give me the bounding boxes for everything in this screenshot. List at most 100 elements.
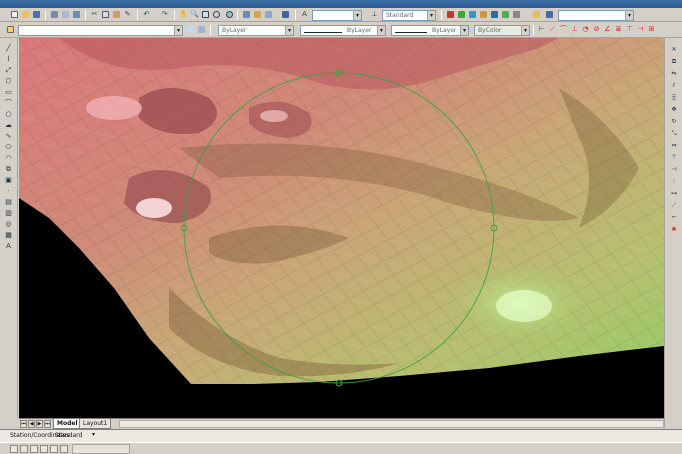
snap-tool-icon[interactable] <box>446 10 455 19</box>
dim-diameter-icon[interactable]: ⊘ <box>593 25 600 33</box>
polar-icon[interactable] <box>479 10 488 19</box>
first-tab-icon[interactable]: ⏮ <box>20 420 27 428</box>
chevron-down-icon[interactable]: ▾ <box>521 26 529 35</box>
plot-icon[interactable] <box>50 10 59 19</box>
revcloud-icon[interactable]: ☁ <box>5 121 12 129</box>
rotate-icon[interactable]: ↻ <box>671 118 677 125</box>
line-icon[interactable]: ╱ <box>6 44 11 52</box>
plotstyle-combo[interactable]: ByColor ▾ <box>474 25 530 36</box>
properties-icon[interactable] <box>242 10 251 19</box>
prev-tab-icon[interactable]: ◀ <box>28 420 35 428</box>
ortho-icon[interactable] <box>490 10 499 19</box>
zoom-previous-icon[interactable] <box>212 10 221 19</box>
drawing-viewport[interactable] <box>19 38 664 418</box>
polyline-icon[interactable]: ⌇ <box>6 55 11 63</box>
grid-toggle-icon[interactable] <box>20 445 28 453</box>
layer-previous-icon[interactable] <box>197 25 206 34</box>
dim-aligned-icon[interactable]: ⟋ <box>550 25 555 33</box>
text-style-combo[interactable]: ▾ <box>312 10 362 21</box>
design-center-icon[interactable] <box>253 10 262 19</box>
zoom-realtime-icon[interactable]: 🔍 <box>190 10 199 18</box>
paste-icon[interactable] <box>112 10 121 19</box>
dim-continue-icon[interactable]: ⊣ <box>637 25 644 33</box>
last-tab-icon[interactable]: ⏭ <box>44 420 51 428</box>
dim-style-icon[interactable]: ⟂ <box>372 10 377 18</box>
tolerance-icon[interactable]: ⊞ <box>648 25 655 33</box>
grid-icon[interactable] <box>501 10 510 19</box>
pan-icon[interactable]: ✋ <box>179 10 188 18</box>
zoom-extents-icon[interactable] <box>225 10 234 19</box>
polar-toggle-icon[interactable] <box>40 445 48 453</box>
chevron-down-icon[interactable]: ▾ <box>427 11 435 20</box>
chevron-down-icon[interactable]: ▾ <box>460 26 468 35</box>
break-icon[interactable]: ⫶ <box>673 178 675 185</box>
chamfer-icon[interactable]: ⟋ <box>671 202 677 209</box>
ortho-toggle-icon[interactable] <box>30 445 38 453</box>
gradient-icon[interactable]: ▥ <box>5 209 12 217</box>
lineweight-icon[interactable] <box>512 10 521 19</box>
insert-block-icon[interactable]: ⧉ <box>6 165 11 173</box>
match-properties-icon[interactable]: ✎ <box>124 10 131 18</box>
chevron-down-icon[interactable]: ▾ <box>625 11 633 20</box>
make-block-icon[interactable]: ▣ <box>5 176 12 184</box>
chevron-down-icon[interactable]: ▾ <box>92 431 96 438</box>
chevron-down-icon[interactable]: ▾ <box>285 26 293 35</box>
arc-icon[interactable]: ⌒ <box>5 99 12 107</box>
fillet-icon[interactable]: ⌐ <box>671 214 677 221</box>
dim-style-combo[interactable]: Standard ▾ <box>382 10 436 21</box>
explode-icon[interactable]: ✱ <box>671 226 677 233</box>
zoom-window-icon[interactable] <box>201 10 210 19</box>
quick-dim-icon[interactable]: ≣ <box>615 25 622 33</box>
new-icon[interactable] <box>10 10 19 19</box>
array-icon[interactable]: ⣿ <box>671 94 677 101</box>
ellipse-arc-icon[interactable]: ◠ <box>5 154 12 162</box>
undo-icon[interactable]: ↶ <box>143 10 150 18</box>
save-icon[interactable] <box>32 10 41 19</box>
cut-icon[interactable]: ✂ <box>91 10 98 18</box>
layer-combo[interactable]: ▾ <box>18 25 183 36</box>
dim-arc-icon[interactable]: ⌒ <box>560 25 567 33</box>
polygon-icon[interactable]: ⬡ <box>5 77 12 85</box>
region-icon[interactable]: ◎ <box>5 220 12 228</box>
layer-state-icon[interactable] <box>6 25 15 34</box>
dim-angular-icon[interactable]: ∠ <box>604 25 611 33</box>
horizontal-scrollbar[interactable] <box>119 420 664 428</box>
erase-icon[interactable]: ✕ <box>671 46 677 53</box>
help-icon[interactable] <box>281 10 290 19</box>
chevron-down-icon[interactable]: ▾ <box>353 11 361 20</box>
dim-radius-icon[interactable]: ◔ <box>582 25 589 33</box>
open-icon[interactable] <box>21 10 30 19</box>
make-current-layer-icon[interactable] <box>186 25 195 34</box>
scale-icon[interactable]: ⤡ <box>671 130 677 137</box>
stretch-icon[interactable]: ⇔ <box>671 142 677 149</box>
copy-icon[interactable]: ⧉ <box>671 58 677 65</box>
redo-icon[interactable]: ↷ <box>161 10 168 18</box>
copy-icon[interactable] <box>101 10 110 19</box>
construction-line-icon[interactable]: ⤢ <box>5 66 12 74</box>
chevron-down-icon[interactable]: ▾ <box>174 26 182 35</box>
tab-layout1[interactable]: Layout1 <box>79 419 112 429</box>
trim-icon[interactable]: ⊤ <box>671 154 677 161</box>
text-style-icon[interactable]: A <box>302 10 307 18</box>
linetype-combo[interactable]: ByLayer ▾ <box>300 25 386 36</box>
move-icon[interactable]: ✥ <box>671 106 677 113</box>
otrack-toggle-icon[interactable] <box>60 445 68 453</box>
color-combo[interactable]: ByLayer ▾ <box>218 25 294 36</box>
join-icon[interactable]: ⊶ <box>671 190 677 197</box>
next-tab-icon[interactable]: ▶ <box>36 420 43 428</box>
chevron-down-icon[interactable]: ▾ <box>377 26 385 35</box>
osnap-toggle-icon[interactable] <box>50 445 58 453</box>
dim-baseline-icon[interactable]: ⊤ <box>626 25 633 33</box>
layer-state-icon[interactable] <box>545 10 554 19</box>
layer-manager-icon[interactable] <box>532 10 541 19</box>
object-snap-icon[interactable] <box>457 10 466 19</box>
mtext-icon[interactable]: A <box>6 242 11 250</box>
offset-icon[interactable]: ⫽ <box>672 82 676 89</box>
command-line[interactable]: Station/Coordinates Standard ▾ <box>0 429 682 442</box>
dim-linear-icon[interactable]: ⊢ <box>538 25 545 33</box>
extend-icon[interactable]: ⊣ <box>671 166 677 173</box>
rectangle-icon[interactable]: ▭ <box>5 88 12 96</box>
table-icon[interactable]: ▦ <box>5 231 12 239</box>
publish-icon[interactable] <box>72 10 81 19</box>
tab-model[interactable]: Model <box>53 419 82 429</box>
